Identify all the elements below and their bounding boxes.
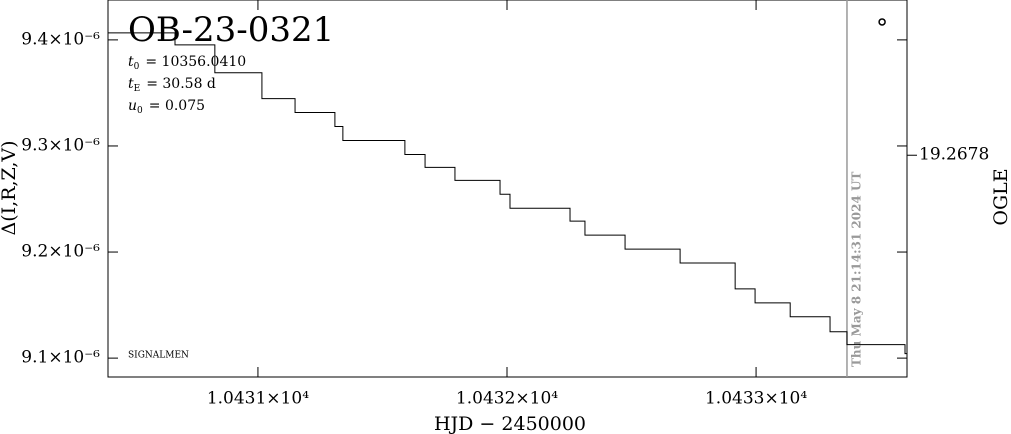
y2-tick-label: 19.2678 <box>919 145 989 165</box>
parameter-subscript: 0 <box>137 106 143 116</box>
light-curve <box>108 32 907 355</box>
fit-parameter: tE = 30.58 d <box>128 76 216 94</box>
x-tick-label: 1.0432×10⁴ <box>456 389 558 409</box>
timestamp: Thu May 8 21:14:31 2024 UT <box>849 172 863 367</box>
y-tick-label: 9.1×10⁻⁶ <box>21 348 100 368</box>
parameter-value: = 0.075 <box>149 98 205 114</box>
parameter-symbol: t <box>128 76 134 92</box>
x-axis-label: HJD − 2450000 <box>434 413 586 434</box>
y-tick-label: 9.3×10⁻⁶ <box>21 135 100 155</box>
fit-parameter: t0 = 10356.0410 <box>128 54 246 72</box>
parameter-symbol: t <box>128 54 134 70</box>
y-axis-label: Δ(I,R,Z,V) <box>0 140 20 235</box>
x-tick-label: 1.0433×10⁴ <box>705 389 807 409</box>
parameter-subscript: 0 <box>134 62 140 72</box>
y2-axis-label: OGLE <box>990 168 1011 225</box>
parameter-value: = 10356.0410 <box>145 54 246 70</box>
credit: SIGNALMEN <box>128 351 189 361</box>
y-tick-label: 9.4×10⁻⁶ <box>21 29 100 49</box>
x-tick-label: 1.0431×10⁴ <box>207 389 309 409</box>
chart-title: OB-23-0321 <box>128 10 334 50</box>
data-point <box>878 18 886 26</box>
y-tick-label: 9.2×10⁻⁶ <box>21 242 100 262</box>
parameter-value: = 30.58 d <box>146 76 216 92</box>
parameter-subscript: E <box>134 84 141 94</box>
parameter-symbol: u <box>128 98 137 114</box>
fit-parameter: u0 = 0.075 <box>128 98 205 116</box>
